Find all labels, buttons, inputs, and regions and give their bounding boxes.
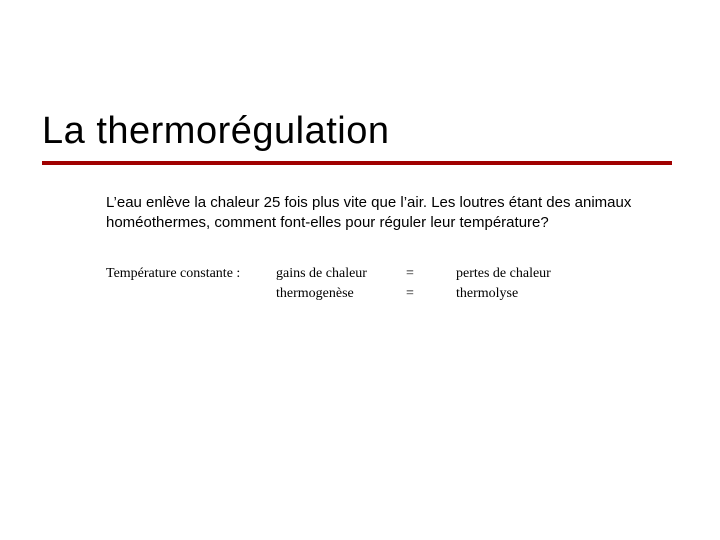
equation-equals: = (406, 264, 456, 284)
equation-equals: = (406, 284, 456, 304)
equation-right: pertes de chaleur (456, 264, 596, 284)
title-block: La thermorégulation (0, 0, 720, 165)
equation-row: thermogenèse = thermolyse (106, 284, 720, 304)
body-paragraph: L’eau enlève la chaleur 25 fois plus vit… (0, 165, 720, 234)
slide: La thermorégulation L’eau enlève la chal… (0, 0, 720, 540)
equation-left: gains de chaleur (276, 264, 406, 284)
equation-row: Température constante : gains de chaleur… (106, 264, 720, 284)
slide-title: La thermorégulation (42, 110, 678, 159)
equation-label: Température constante : (106, 264, 276, 284)
equation-left: thermogenèse (276, 284, 406, 304)
equation-right: thermolyse (456, 284, 596, 304)
equation-block: Température constante : gains de chaleur… (0, 234, 720, 305)
